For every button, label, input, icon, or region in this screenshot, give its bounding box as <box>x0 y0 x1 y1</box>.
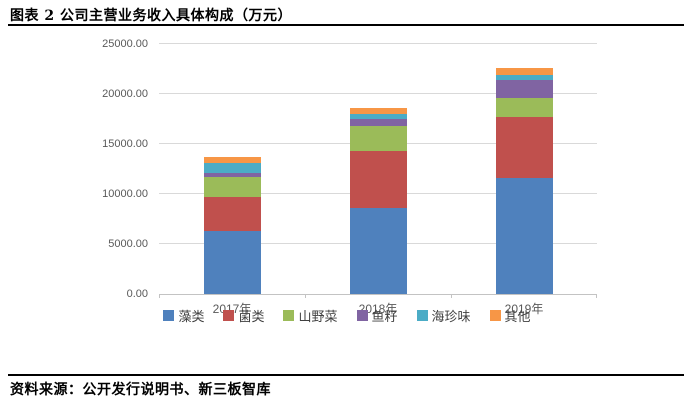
legend-label: 藻类 <box>178 308 205 324</box>
x-tick-label: 2017年 <box>159 300 305 317</box>
y-axis-labels: 0.00 5000.00 10000.00 15000.00 20000.00 25000… <box>60 38 148 300</box>
bar-segment-其他 <box>495 67 553 75</box>
bar-segment-菌类 <box>495 116 553 178</box>
legend-item-山野菜: 山野菜 <box>283 306 338 325</box>
y-tick-label: 20000.00 <box>102 88 148 100</box>
bar-segment-海珍味 <box>349 113 407 119</box>
x-tick-label: 2019年 <box>504 302 544 316</box>
bar-segment-其他 <box>203 156 261 163</box>
footer-divider <box>8 374 684 376</box>
bar-segment-藻类 <box>495 178 553 294</box>
bar-segment-山野菜 <box>349 126 407 151</box>
legend-item-海珍味: 海珍味 <box>416 306 471 325</box>
bar-segment-山野菜 <box>495 98 553 117</box>
stacked-bar-2017年 <box>203 156 261 294</box>
legend-item-藻类: 藻类 <box>163 306 204 325</box>
bar-segment-藻类 <box>349 207 407 294</box>
bar-segment-鱼籽 <box>203 172 261 177</box>
chart-legend: 藻类 菌类 山野菜 鱼籽 海珍味 其他 <box>0 305 694 325</box>
x-axis-tick <box>451 294 452 298</box>
gridline <box>159 93 597 94</box>
plot-area <box>159 43 597 298</box>
x-axis-tick <box>596 294 597 298</box>
figure-title: 图表 2 公司主营业务收入具体构成（万元） <box>10 8 292 24</box>
legend-item-其他: 其他 <box>489 306 531 325</box>
y-tick-label: 15000.00 <box>102 138 148 150</box>
gridline <box>159 43 597 44</box>
title-divider <box>8 24 684 26</box>
bar-segment-海珍味 <box>203 163 261 173</box>
legend-label: 菌类 <box>238 308 265 324</box>
x-axis-tick <box>305 294 306 298</box>
bar-segment-鱼籽 <box>349 119 407 126</box>
bar-segment-菌类 <box>203 197 261 231</box>
legend-swatch-海珍味 <box>416 309 428 321</box>
legend-swatch-菌类 <box>223 309 235 321</box>
legend-item-鱼籽: 鱼籽 <box>356 306 398 325</box>
legend-swatch-藻类 <box>163 309 175 321</box>
y-tick-label: 25000.00 <box>102 38 148 50</box>
y-tick-label: 5000.00 <box>108 238 148 250</box>
legend-label: 海珍味 <box>431 308 471 324</box>
bar-segment-其他 <box>349 108 407 114</box>
legend-label: 其他 <box>504 308 531 324</box>
x-axis-labels: 2017年 2018年 2019年 <box>159 300 597 318</box>
legend-label: 鱼籽 <box>371 308 398 324</box>
stacked-bar-2018年 <box>349 108 407 294</box>
stacked-bar-2019年 <box>495 67 553 294</box>
y-tick-label: 10000.00 <box>102 188 148 200</box>
legend-swatch-其他 <box>489 309 501 321</box>
legend-swatch-山野菜 <box>283 309 295 321</box>
bar-segment-藻类 <box>203 230 261 294</box>
source-note: 资料来源：公开发行说明书、新三板智库 <box>10 382 271 398</box>
legend-item-菌类: 菌类 <box>223 306 264 325</box>
legend-label: 山野菜 <box>298 308 338 324</box>
y-tick-label: 0.00 <box>126 288 148 300</box>
x-axis-tick <box>159 294 160 298</box>
x-tick-label: 2018年 <box>358 302 398 316</box>
bar-segment-鱼籽 <box>495 79 553 98</box>
legend-swatch-鱼籽 <box>356 309 368 321</box>
bar-segment-海珍味 <box>495 75 553 80</box>
bar-segment-菌类 <box>349 151 407 208</box>
bar-segment-山野菜 <box>203 176 261 197</box>
revenue-composition-stacked-bar-chart: 0.00 5000.00 10000.00 15000.00 20000.00 25000… <box>0 30 694 330</box>
